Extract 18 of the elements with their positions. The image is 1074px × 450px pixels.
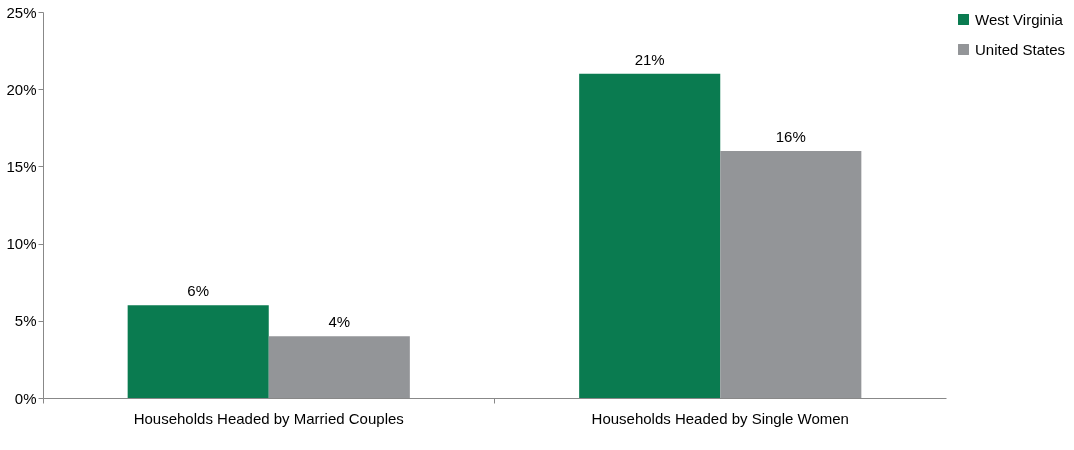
y-tick-label: 10%: [6, 235, 37, 253]
bar: [720, 150, 862, 398]
data-label: 16%: [775, 127, 806, 145]
data-label: 4%: [328, 313, 351, 331]
y-tick-label: 5%: [14, 312, 37, 330]
x-tick-label: Households Headed by Single Women: [591, 409, 849, 427]
bar: [127, 305, 269, 398]
y-tick-label: 25%: [6, 3, 37, 21]
data-label: 21%: [634, 50, 665, 68]
data-label: 6%: [187, 282, 210, 300]
y-tick-label: 0%: [14, 389, 37, 407]
legend-label: West Virginia: [975, 10, 1064, 28]
bar: [579, 73, 721, 398]
bar: [268, 336, 410, 398]
x-tick-label: Households Headed by Married Couples: [133, 409, 404, 427]
legend-label: United States: [975, 40, 1066, 58]
y-tick-label: 20%: [6, 80, 37, 98]
y-tick-label: 15%: [6, 157, 37, 175]
